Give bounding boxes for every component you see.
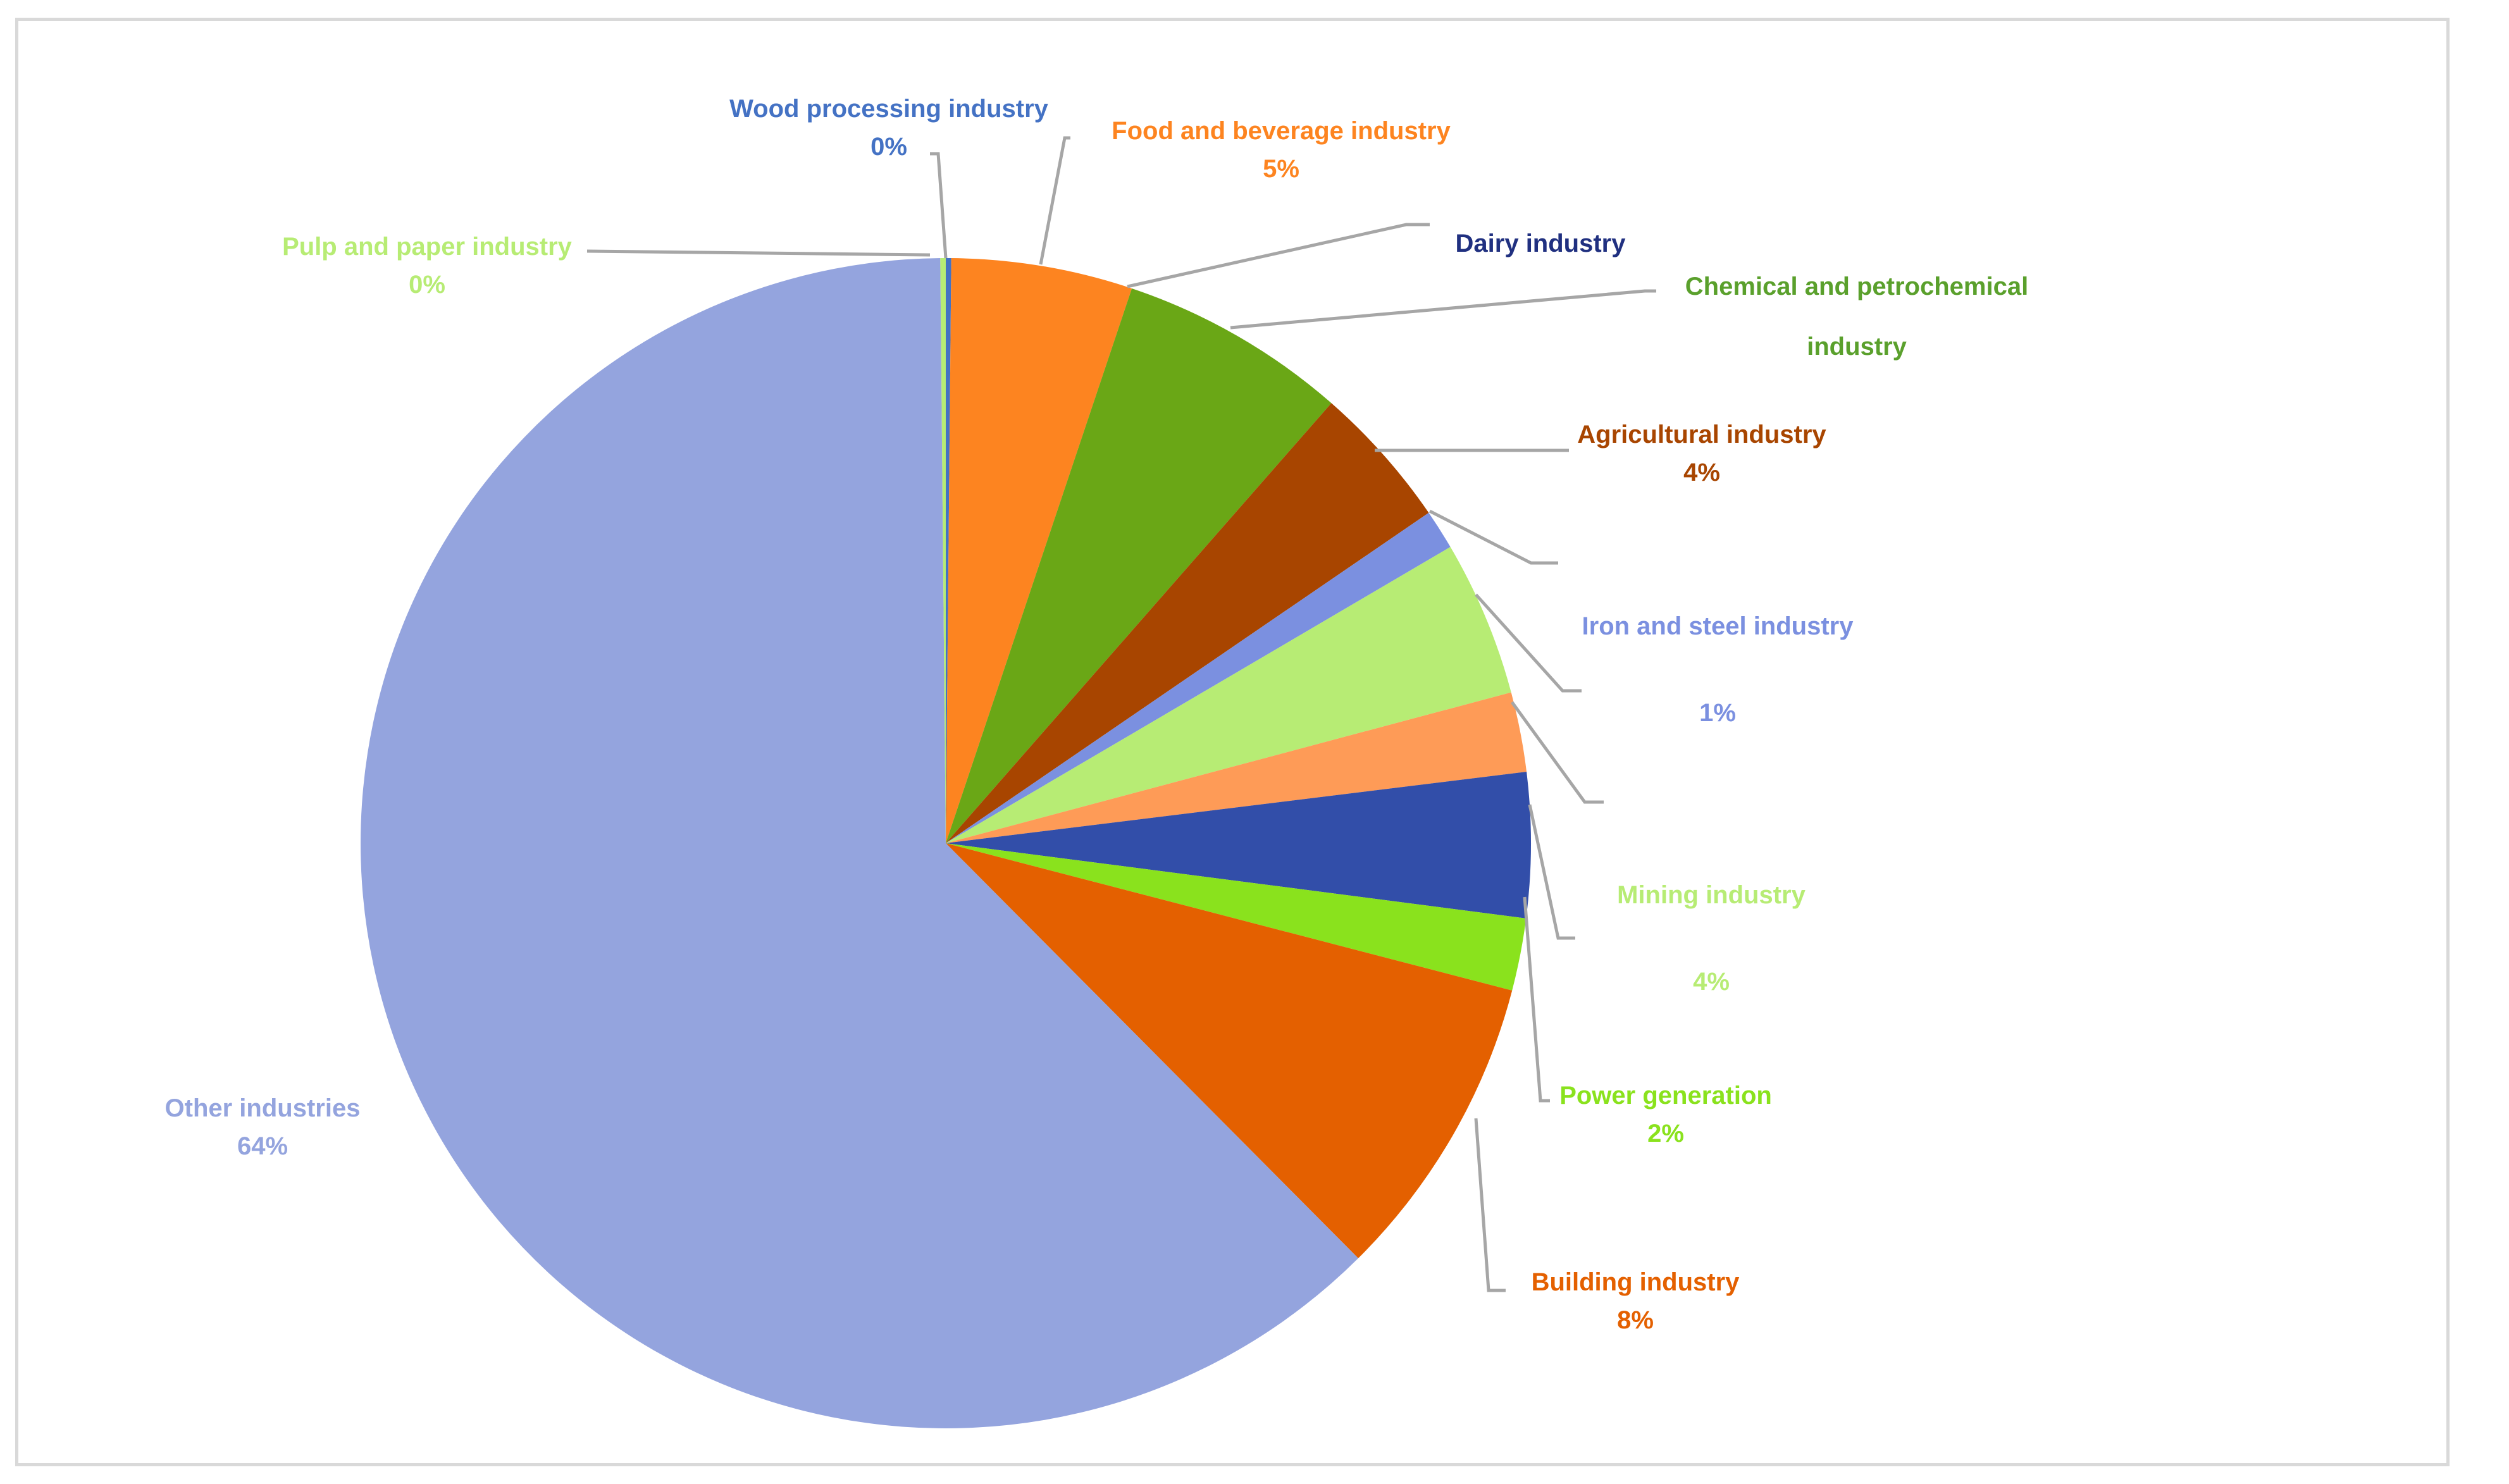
slice-label-name: Wood processing industry <box>729 95 1049 123</box>
pie-slice-0 <box>946 258 951 843</box>
pie-slice-1 <box>946 258 1132 843</box>
pie-slices <box>361 258 1531 1429</box>
pie-slice-4 <box>946 512 1451 843</box>
leader-line-2 <box>1127 223 1430 288</box>
slice-label-5: Iron and steel industry 1% <box>1582 612 1854 727</box>
slice-label-percent: 5% <box>1263 155 1299 183</box>
slice-label-7: Power generation 2% <box>1559 1082 1772 1147</box>
slice-label-3: Chemical and petrochemical industry <box>1685 273 2028 361</box>
slice-label-percent: 1% <box>1699 699 1736 727</box>
slice-labels: Wood processing industry 0% Food and bever… <box>165 95 2029 1334</box>
slice-label-name: Chemical and petrochemical <box>1685 273 2028 300</box>
pie-slice-8 <box>946 843 1527 991</box>
pie-slice-3 <box>946 403 1429 843</box>
pie-slice-5 <box>946 547 1511 843</box>
slice-label-percent: 4% <box>1683 459 1720 486</box>
leader-line-1 <box>1039 136 1070 265</box>
pie-slice-7 <box>946 771 1531 918</box>
leader-line-5 <box>1428 509 1558 565</box>
slice-label-name: Mining industry <box>1617 881 1806 909</box>
slice-label-8: Building industry 8% <box>1532 1268 1740 1334</box>
leader-line-11 <box>586 249 931 257</box>
slice-label-percent: industry <box>1807 333 1907 361</box>
leader-line-8 <box>1528 804 1575 940</box>
slice-label-name: Food and beverage industry <box>1112 117 1451 145</box>
leader-line-7 <box>1510 701 1604 804</box>
slice-label-name: Other industries <box>165 1094 361 1122</box>
slice-label-name: Iron and steel industry <box>1582 612 1854 640</box>
slice-label-6: Mining industry 4% <box>1617 881 1806 996</box>
slice-label-percent: 0% <box>870 133 907 161</box>
slice-label-name: Building industry <box>1532 1268 1740 1296</box>
slice-label-0: Wood processing industry 0% <box>729 95 1049 161</box>
slice-label-name: Agricultural industry <box>1577 421 1826 448</box>
pie-slice-11 <box>940 258 946 843</box>
slice-label-percent: 4% <box>1693 968 1730 996</box>
slice-label-9: Other industries 64% <box>165 1094 361 1160</box>
leader-line-6 <box>1475 593 1582 693</box>
slice-label-percent: 2% <box>1647 1120 1684 1147</box>
pie-slice-6 <box>946 692 1527 843</box>
leader-line-9 <box>1523 896 1550 1103</box>
leader-line-10 <box>1474 1118 1506 1292</box>
leader-line-3 <box>1230 289 1656 330</box>
pie-slice-10 <box>361 258 1359 1429</box>
slice-label-percent: 8% <box>1617 1306 1654 1334</box>
leader-lines <box>586 136 1656 1292</box>
pie-slice-9 <box>946 843 1513 1259</box>
pie-slice-2 <box>946 288 1332 843</box>
slice-label-percent: 0% <box>409 271 445 299</box>
slice-label-4: Agricultural industry 4% <box>1577 421 1826 486</box>
slice-label-name: Pulp and paper industry <box>282 233 573 261</box>
slice-label-2: Dairy industry <box>1456 230 1626 257</box>
slice-label-name: Dairy industry <box>1456 230 1626 257</box>
slice-label-1: Food and beverage industry 5% <box>1112 117 1451 183</box>
slice-label-10: Pulp and paper industry 0% <box>282 233 573 299</box>
slice-label-name: Power generation <box>1559 1082 1772 1110</box>
slice-label-percent: 64% <box>237 1132 288 1160</box>
leader-line-0 <box>930 152 948 259</box>
